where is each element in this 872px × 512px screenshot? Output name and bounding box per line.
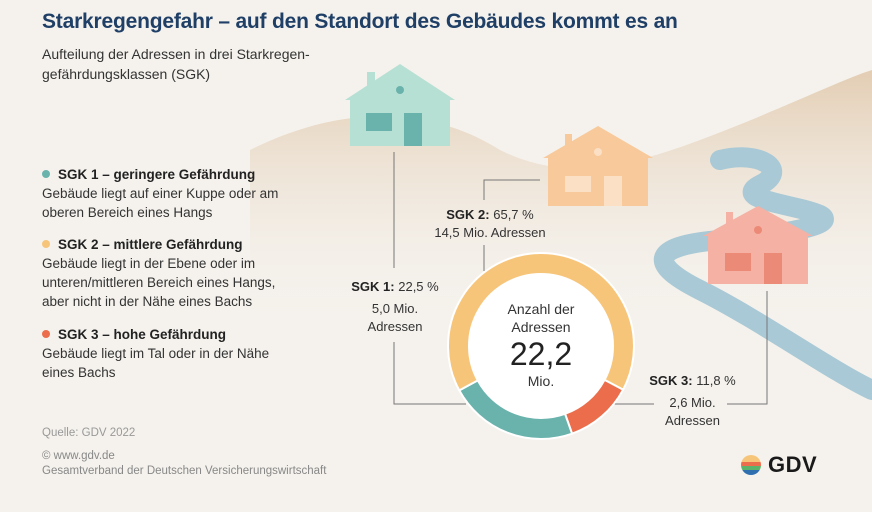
house-sgk1-icon	[345, 64, 455, 146]
legend-item-sgk1: SGK 1 – geringere Gefährdung Gebäude lie…	[42, 165, 302, 222]
subtitle: Aufteilung der Adressen in drei Starkreg…	[42, 46, 310, 82]
yellow-dot-icon	[42, 240, 50, 248]
source-note: Quelle: GDV 2022	[42, 427, 136, 439]
legend-item-sgk3: SGK 3 – hohe Gefährdung Gebäude liegt im…	[42, 325, 302, 382]
label-sgk2: SGK 2: 65,7 % 14,5 Mio. Adressen	[434, 207, 546, 240]
connector-sgk1-bottom	[393, 342, 466, 405]
teal-dot-icon	[42, 170, 50, 178]
gdv-logo-text: GDV	[768, 452, 818, 477]
total-value: 22,2	[509, 336, 573, 372]
donut-slice-sgk2	[447, 252, 635, 392]
house-sgk2-icon	[543, 126, 653, 206]
legend-text: Gebäude liegt auf einer Kuppe oder am ob…	[42, 186, 279, 220]
organization-name: Gesamtverband der Deutschen Versicherung…	[42, 465, 327, 477]
page-title: Starkregengefahr – auf den Standort des …	[42, 10, 678, 33]
gdv-logo-icon	[741, 455, 761, 475]
legend-title: SGK 2 – mittlere Gefährdung	[58, 237, 243, 252]
label-sgk3: SGK 3: 11,8 % 2,6 Mio. Adressen	[649, 373, 736, 428]
legend-title: SGK 1 – geringere Gefährdung	[58, 167, 256, 182]
legend-text: Gebäude liegt in der Ebene oder im unter…	[42, 256, 276, 309]
legend-title: SGK 3 – hohe Gefährdung	[58, 327, 227, 342]
copyright: © www.gdv.de	[42, 450, 115, 462]
donut-center-label: Anzahl der Adressen 22,2 Mio.	[491, 300, 591, 390]
gdv-logo: GDV	[740, 452, 817, 478]
legend-text: Gebäude liegt im Tal oder in der Nähe ei…	[42, 346, 270, 380]
legend-item-sgk2: SGK 2 – mittlere Gefährdung Gebäude lieg…	[42, 235, 302, 311]
connector-sgk2-top	[483, 179, 540, 200]
red-dot-icon	[42, 330, 50, 338]
connector-sgk3-right	[727, 291, 768, 405]
label-sgk1: SGK 1: 22,5 % 5,0 Mio. Adressen	[351, 279, 439, 334]
donut-chart	[447, 252, 635, 440]
house-sgk3-icon	[703, 206, 813, 284]
